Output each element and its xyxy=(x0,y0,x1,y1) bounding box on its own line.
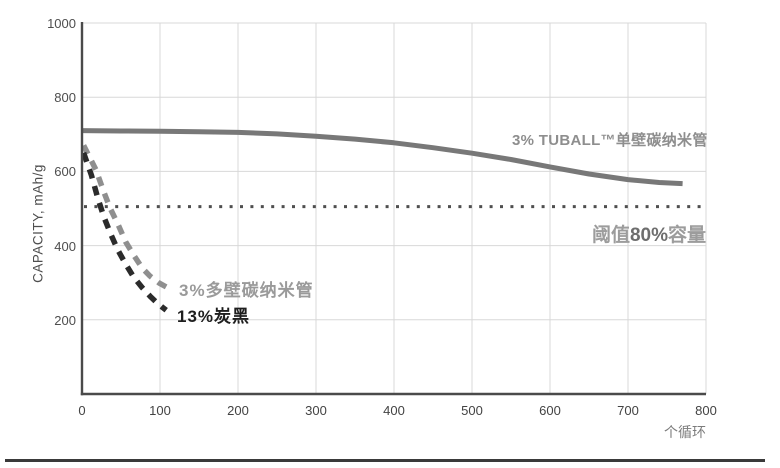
x-axis-unit: 个循环 xyxy=(664,424,706,440)
threshold-label-prefix: 阈值 xyxy=(591,225,630,246)
x-tick-label: 200 xyxy=(227,403,249,418)
threshold-label-value: 80% xyxy=(629,225,668,246)
series-label-mwcnt: 3%多壁碳纳米管 xyxy=(179,281,314,300)
series-label-carbon-black: 13%炭黑 xyxy=(177,307,251,326)
bottom-divider xyxy=(5,459,765,462)
y-tick-label: 200 xyxy=(54,312,76,328)
x-tick-label: 600 xyxy=(539,403,561,418)
threshold-label-suffix: 容量 xyxy=(667,225,706,246)
series-label-tuball: 3% TUBALL™单壁碳纳米管 xyxy=(512,132,708,149)
x-tick-label: 0 xyxy=(78,403,86,418)
y-tick-label: 1000 xyxy=(47,16,76,31)
x-tick-label: 800 xyxy=(695,403,717,418)
threshold-label: 阈值80%容量 xyxy=(540,220,706,247)
y-tick-label: 800 xyxy=(54,90,76,106)
x-tick-label: 700 xyxy=(617,403,639,418)
x-tick-label: 400 xyxy=(383,403,405,418)
x-tick-label: 500 xyxy=(461,403,483,418)
x-tick-label: 300 xyxy=(305,403,327,418)
y-tick-label: 600 xyxy=(54,164,76,180)
y-tick-label: 400 xyxy=(54,238,76,254)
x-tick-label: 100 xyxy=(149,403,171,418)
